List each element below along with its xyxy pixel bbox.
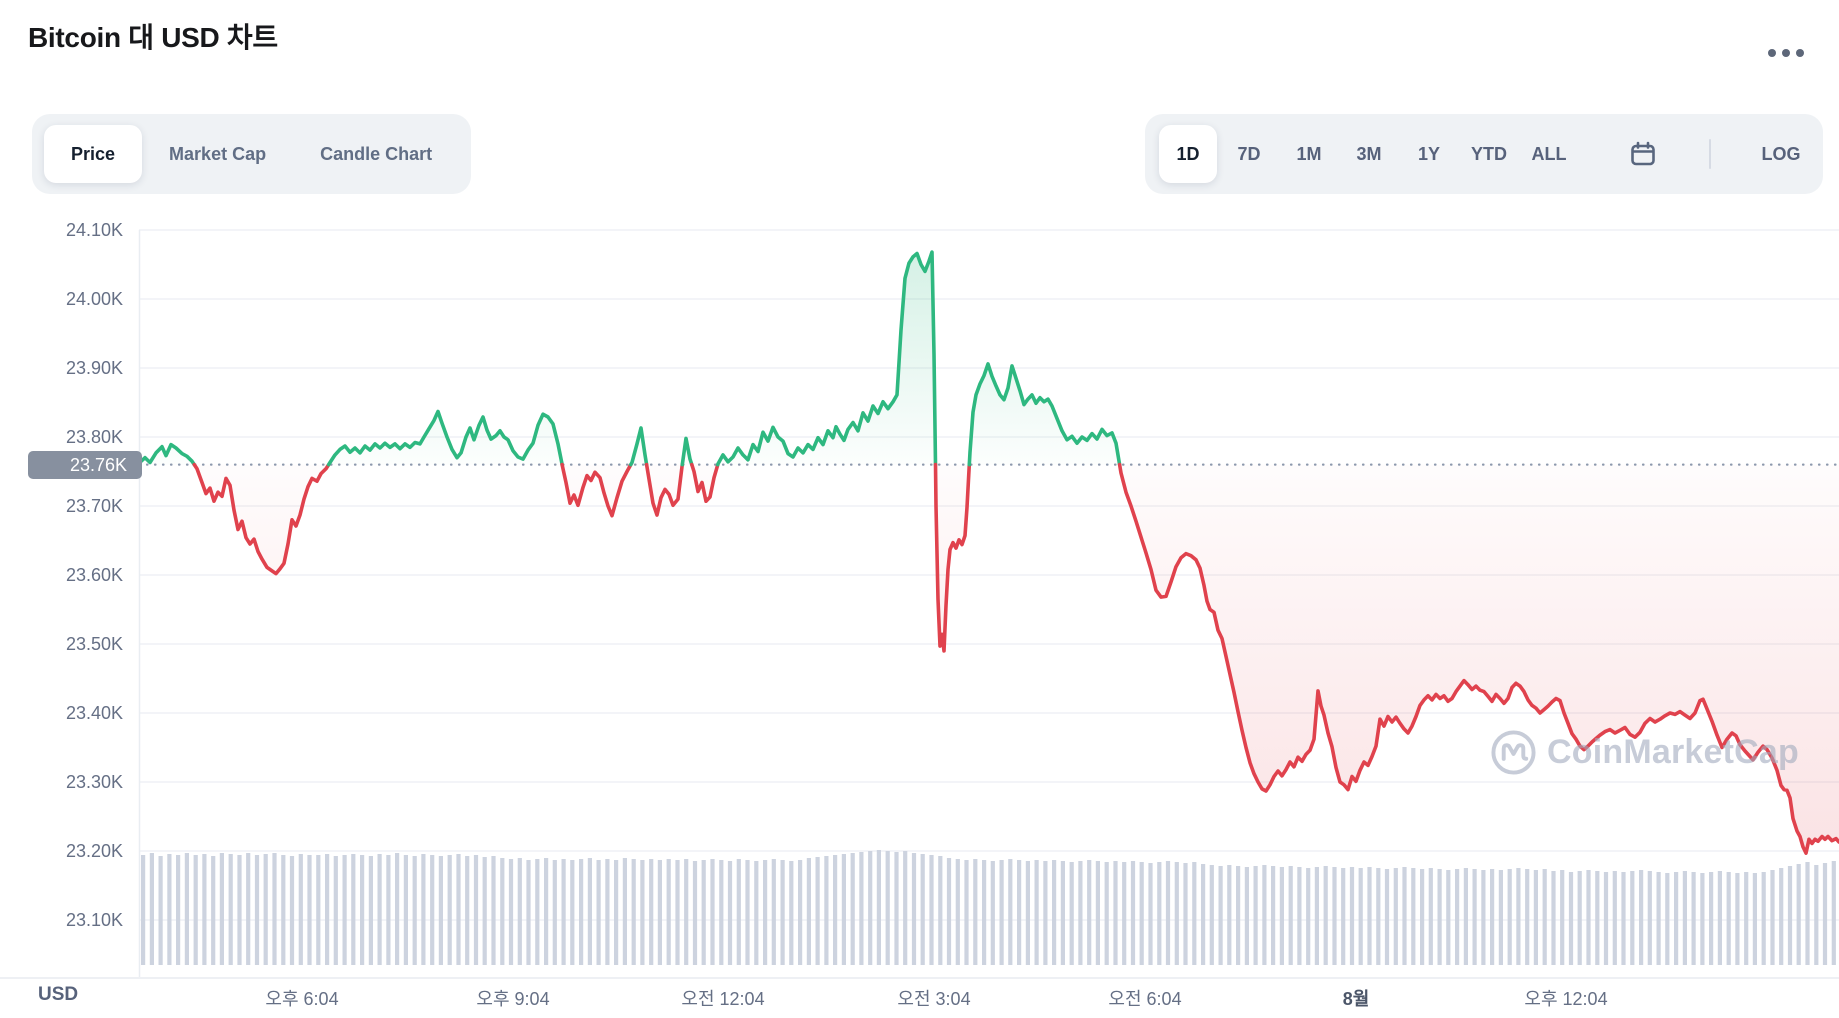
range-button-all[interactable]: ALL xyxy=(1521,125,1577,183)
x-axis-label: 오후 12:04 xyxy=(1524,989,1608,1009)
current-price-badge: 23.76K xyxy=(28,450,142,479)
calendar-icon xyxy=(1631,141,1655,166)
y-axis-tick-label: 23.20K xyxy=(65,841,123,861)
x-axis-label: 오후 9:04 xyxy=(476,989,550,1009)
y-axis-tick-label: 23.30K xyxy=(65,772,123,792)
y-axis-tick-label: 23.80K xyxy=(65,427,123,447)
range-button-1m[interactable]: 1M xyxy=(1281,125,1337,183)
y-axis-tick-label: 23.60K xyxy=(65,565,123,585)
x-axis-label: 8월 xyxy=(1342,989,1370,1009)
range-button-1d[interactable]: 1D xyxy=(1159,125,1217,183)
range-button-ytd[interactable]: YTD xyxy=(1461,125,1517,183)
range-buttons-group: 1D 7D 1M 3M 1Y YTD ALL xyxy=(1159,125,1577,183)
range-button-7d[interactable]: 7D xyxy=(1221,125,1277,183)
chart-type-tabs: Price Market Cap Candle Chart xyxy=(32,114,472,194)
ellipsis-icon xyxy=(1796,49,1804,57)
y-axis-tick-label: 24.10K xyxy=(65,220,123,240)
calendar-range-button[interactable] xyxy=(1619,125,1667,183)
x-axis-label: 오전 12:04 xyxy=(681,989,765,1009)
x-axis-label: 오전 6:04 xyxy=(1108,989,1182,1009)
x-axis-label: 오전 3:04 xyxy=(897,989,971,1009)
currency-unit-label: USD xyxy=(38,984,79,1005)
x-axis-label: 오후 6:04 xyxy=(265,989,339,1009)
range-button-3m[interactable]: 3M xyxy=(1341,125,1397,183)
log-scale-button[interactable]: LOG xyxy=(1753,125,1809,183)
y-axis-tick-label: 23.70K xyxy=(65,496,123,516)
y-axis-tick-label: 23.50K xyxy=(65,634,123,654)
tab-market-cap[interactable]: Market Cap xyxy=(142,125,293,183)
range-controls: 1D 7D 1M 3M 1Y YTD ALL LOG xyxy=(1145,114,1823,194)
y-axis-tick-label: 23.90K xyxy=(65,358,123,378)
ellipsis-icon xyxy=(1782,49,1790,57)
y-axis-tick-label: 24.00K xyxy=(65,289,123,309)
page-title: Bitcoin 대 USD 차트 xyxy=(28,22,278,53)
tab-price[interactable]: Price xyxy=(44,125,143,183)
divider xyxy=(1709,139,1711,169)
y-axis-tick-label: 23.40K xyxy=(65,703,123,723)
ellipsis-icon xyxy=(1768,49,1776,57)
x-axis-separator xyxy=(0,977,1839,979)
tab-candle-chart[interactable]: Candle Chart xyxy=(293,125,459,183)
more-options-button[interactable] xyxy=(1768,42,1812,64)
range-button-1y[interactable]: 1Y xyxy=(1401,125,1457,183)
y-axis-tick-label: 23.10K xyxy=(65,910,123,930)
